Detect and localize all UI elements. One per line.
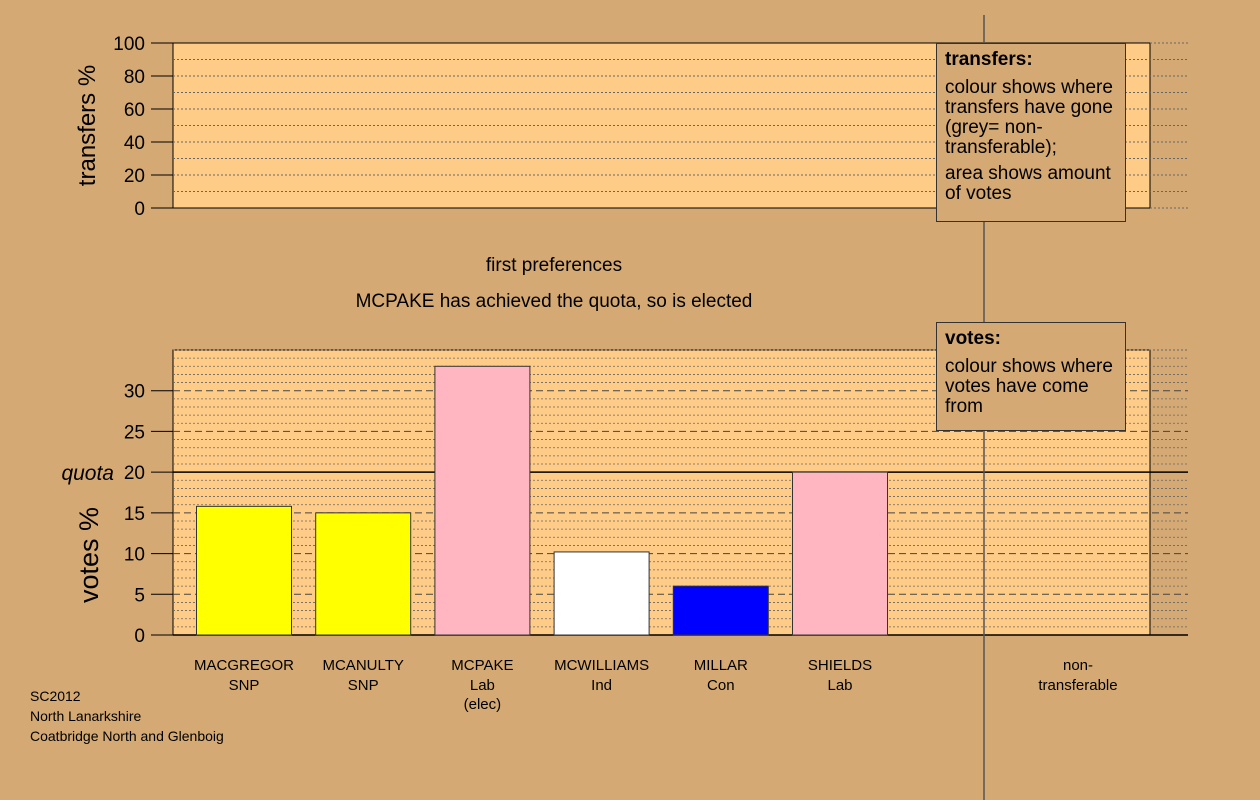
transfers-tick-label: 40 [124, 133, 145, 154]
votes-tick-label: 10 [124, 545, 145, 566]
quota-label: quota [61, 462, 114, 485]
footer-line1: SC2012 [30, 688, 81, 704]
transfers-tick-label: 80 [124, 67, 145, 88]
footer-line2: North Lanarkshire [30, 708, 142, 724]
footer-line3: Coatbridge North and Glenboig [30, 728, 224, 744]
transfers-tick-label: 100 [113, 34, 145, 55]
bar-mcanulty [315, 512, 412, 636]
nontransferable-label: transferable [1038, 677, 1117, 694]
candidate-name-label: MACGREGOR [194, 657, 294, 674]
votes-tick-label: 20 [124, 463, 145, 484]
status-message: MCPAKE has achieved the quota, so is ele… [356, 291, 753, 312]
legend-transfers: transfers: colour shows where transfers … [936, 43, 1126, 222]
bar-mcwilliams [553, 551, 650, 636]
candidate-party-label: Lab [470, 677, 495, 694]
legend-votes-text1: colour shows where votes have come from [945, 356, 1113, 417]
legend-votes-title: votes: [945, 328, 1001, 349]
transfers-tick-label: 20 [124, 166, 145, 187]
votes-tick-label: 25 [124, 422, 145, 443]
candidate-party-label: Lab [827, 677, 852, 694]
votes-tick-label: 5 [134, 585, 145, 606]
candidate-party-label: Ind [591, 677, 612, 694]
transfers-tick-label: 60 [124, 100, 145, 121]
stage-title: first preferences [486, 255, 622, 276]
votes-axis-label: votes % [74, 507, 104, 603]
footer: SC2012 North Lanarkshire Coatbridge Nort… [30, 686, 224, 746]
votes-tick-label: 30 [124, 382, 145, 403]
candidate-party-label: SNP [348, 677, 379, 694]
bar-mcpake [434, 365, 531, 636]
nontransferable-label: non- [1063, 657, 1093, 674]
candidate-name-label: MILLAR [694, 657, 748, 674]
votes-tick-label: 0 [134, 626, 145, 647]
candidate-name-label: SHIELDS [808, 657, 872, 674]
bar-shields [792, 471, 888, 636]
bar-macgregor [196, 505, 292, 636]
candidate-name-label: MCANULTY [322, 657, 403, 674]
votes-tick-label: 15 [124, 504, 145, 525]
candidate-party-label: Con [707, 677, 735, 694]
legend-transfers-text2: area shows amount of votes [945, 163, 1111, 204]
transfers-tick-label: 0 [134, 199, 145, 220]
transfers-axis-label: transfers % [74, 65, 101, 186]
legend-transfers-title: transfers: [945, 49, 1033, 70]
bar-millar [672, 585, 769, 636]
candidate-name-label: MCWILLIAMS [554, 657, 649, 674]
candidate-name-label: MCPAKE [451, 657, 513, 674]
legend-votes: votes: colour shows where votes have com… [936, 322, 1126, 431]
candidate-status-label: (elec) [464, 696, 502, 713]
legend-transfers-text1: colour shows where transfers have gone (… [945, 77, 1113, 158]
candidate-party-label: SNP [229, 677, 260, 694]
